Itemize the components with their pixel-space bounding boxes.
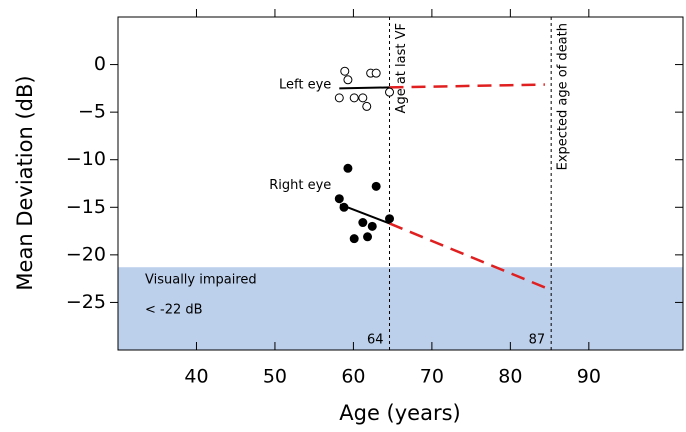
x-tick-label: 80: [498, 366, 522, 388]
projection-line: [389, 222, 552, 292]
data-point: [343, 75, 353, 85]
projection-line: [389, 83, 545, 89]
data-point: [349, 234, 359, 244]
y-tick-label: −5: [78, 101, 106, 123]
data-point: [340, 66, 350, 76]
y-tick-label: −25: [66, 291, 106, 313]
region-threshold: < -22 dB: [145, 303, 203, 318]
vline-label: Expected age of death: [556, 23, 571, 170]
data-point: [362, 101, 372, 111]
data-point: [367, 221, 377, 231]
data-point: [334, 194, 344, 204]
impaired-region: [118, 267, 683, 350]
x-axis-label: Age (years): [339, 401, 460, 425]
series-label: Left eye: [279, 78, 331, 93]
x-tick-label: 40: [184, 366, 208, 388]
data-point: [358, 218, 368, 228]
data-point: [349, 93, 359, 103]
data-point: [371, 181, 381, 191]
vline-age: 64: [367, 333, 384, 348]
data-point: [385, 214, 395, 224]
data-point: [339, 202, 349, 212]
vline-label: Age at last VF: [394, 23, 409, 113]
series-label: Right eye: [269, 178, 331, 193]
data-point: [385, 87, 395, 97]
y-tick-label: −20: [66, 243, 106, 265]
data-point: [358, 93, 368, 103]
data-point: [371, 68, 381, 78]
plot-frame: [117, 16, 684, 351]
fit-line: [339, 86, 390, 90]
region-label: Visually impaired: [145, 273, 257, 288]
x-tick-label: 90: [577, 366, 601, 388]
x-tick-label: 50: [263, 366, 287, 388]
y-tick-label: −15: [66, 196, 106, 218]
x-tick-label: 70: [420, 366, 444, 388]
data-point: [363, 232, 373, 242]
data-point: [343, 163, 353, 173]
y-tick-label: −10: [66, 148, 106, 170]
vline-age: 87: [529, 333, 546, 348]
x-tick-label: 60: [341, 366, 365, 388]
y-axis-label: Mean Deviation (dB): [13, 75, 37, 290]
data-point: [334, 93, 344, 103]
y-tick-label: 0: [94, 53, 106, 75]
